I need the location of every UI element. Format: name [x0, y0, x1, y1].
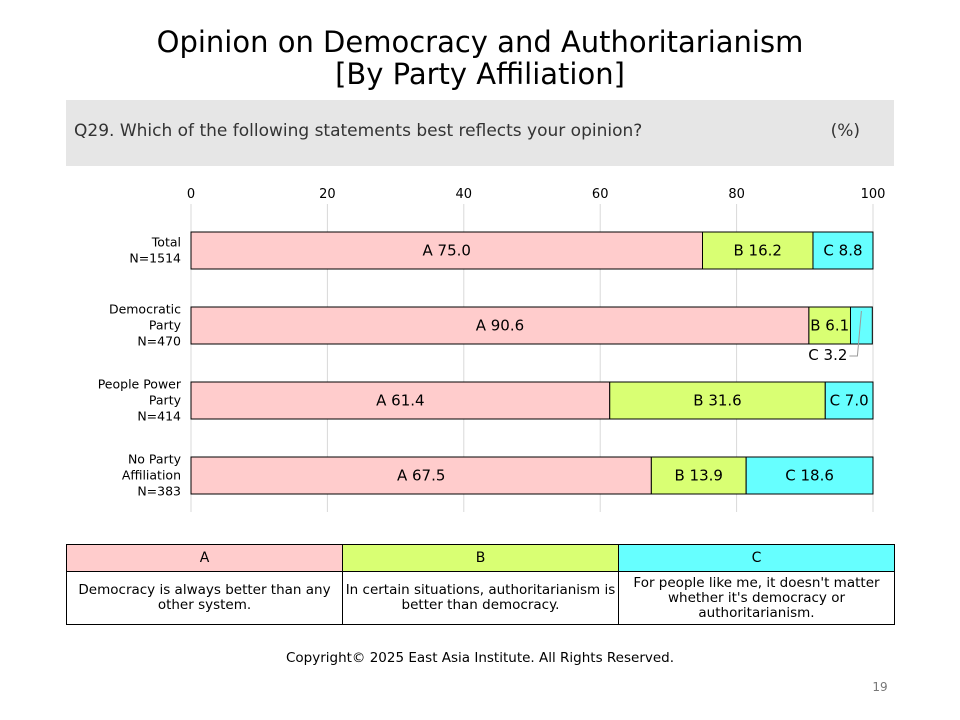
category-label: Total	[151, 235, 181, 250]
bar-c-3	[745, 456, 874, 495]
question-box: Q29. Which of the following statements b…	[66, 100, 894, 166]
data-label: B 6.1	[810, 317, 849, 335]
copyright: Copyright© 2025 East Asia Institute. All…	[285, 650, 675, 666]
data-label: C 3.2	[808, 346, 847, 364]
category-label: N=1514	[129, 251, 181, 266]
data-label: B 31.6	[693, 392, 741, 410]
x-tick-label: 100	[861, 187, 886, 202]
category-label: People Power	[98, 377, 182, 392]
category-label: Affiliation	[122, 468, 181, 483]
legend-header-a: A	[66, 544, 343, 572]
data-label: C 8.8	[823, 242, 862, 260]
callout-line	[849, 310, 862, 357]
data-label: A 67.5	[397, 467, 445, 485]
chart-title: Opinion on Democracy and Authoritarianis…	[0, 26, 960, 90]
x-tick-label: 40	[456, 187, 473, 202]
bar-c-1	[849, 306, 873, 345]
question-text: Q29. Which of the following statements b…	[74, 121, 643, 141]
title-line-2: [By Party Affiliation]	[335, 57, 625, 91]
title-line-1: Opinion on Democracy and Authoritarianis…	[156, 25, 804, 59]
page-number: 19	[872, 680, 888, 694]
category-label: N=470	[137, 334, 181, 349]
bar-a-2	[190, 381, 611, 420]
x-tick-label: 20	[319, 187, 336, 202]
stacked-bar-chart: 0 20 40 60 80 100 A 75.0 B 16.2 C 8.8 TotalN=1514…	[98, 187, 886, 512]
category-label: No Party	[128, 452, 182, 467]
data-label: A 75.0	[423, 242, 471, 260]
category-label: Democratic	[109, 302, 181, 317]
legend-desc-b: In certain situations, authoritarianism …	[342, 571, 619, 625]
unit-label: (%)	[830, 121, 860, 141]
data-label: C 7.0	[830, 392, 869, 410]
bar-c-0	[812, 231, 874, 270]
data-label: B 16.2	[734, 242, 782, 260]
bar-b-1	[808, 306, 851, 345]
data-label: A 90.6	[476, 317, 524, 335]
legend-header-c: C	[618, 544, 895, 572]
legend-desc-c: For people like me, it doesn't matter wh…	[618, 571, 895, 625]
x-tick-label: 0	[187, 187, 195, 202]
category-label: N=383	[137, 484, 181, 499]
bar-c-2	[824, 381, 874, 420]
bar-a-3	[190, 456, 652, 495]
legend-desc-a: Democracy is always better than any othe…	[66, 571, 343, 625]
data-label: B 13.9	[675, 467, 723, 485]
bar-a-1	[190, 306, 810, 345]
bar-a-0	[190, 231, 703, 270]
bar-b-3	[650, 456, 747, 495]
legend-table: A B C Democracy is always better than an…	[66, 544, 895, 625]
x-tick-label: 60	[592, 187, 609, 202]
data-label: C 18.6	[785, 467, 834, 485]
data-label: A 61.4	[376, 392, 424, 410]
category-label: Party	[149, 318, 182, 333]
x-tick-label: 80	[728, 187, 745, 202]
legend-header-b: B	[342, 544, 619, 572]
bar-b-2	[609, 381, 826, 420]
category-label: N=414	[137, 409, 181, 424]
category-label: Party	[149, 393, 182, 408]
